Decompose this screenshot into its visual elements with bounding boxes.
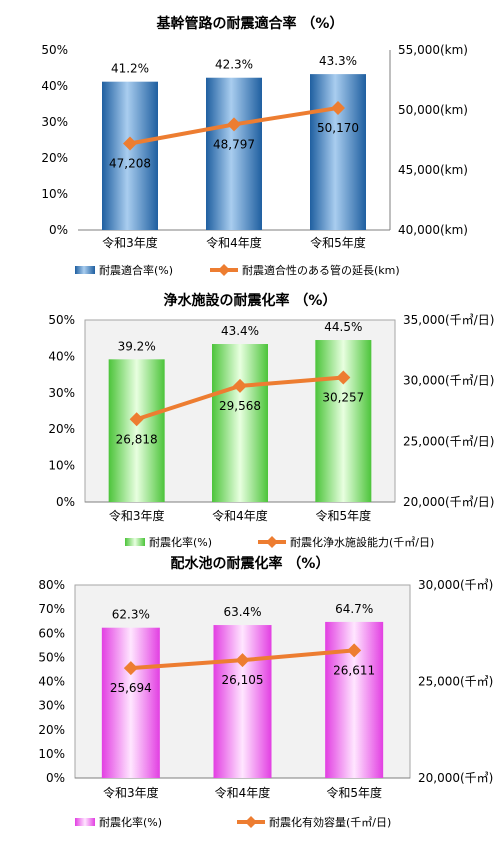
y-right-tick: 25,000(千㎥/日) — [403, 434, 494, 448]
legend-line-marker — [266, 536, 278, 548]
line-point — [227, 117, 241, 132]
bar — [212, 344, 268, 502]
bar — [206, 77, 262, 230]
category-label: 令和3年度 — [103, 785, 159, 800]
line-label: 47,208 — [109, 157, 151, 171]
y-right-tick: 30,000(千㎥) — [418, 578, 493, 592]
line-point — [123, 136, 137, 151]
bar-label: 64.7% — [335, 602, 373, 616]
bar-label: 43.4% — [221, 324, 259, 338]
legend-line-label: 耐震適合性のある管の延長(km) — [242, 263, 400, 277]
legend-line-marker — [218, 264, 230, 276]
y-left-tick: 30% — [41, 115, 68, 129]
y-left-tick: 70% — [38, 602, 65, 616]
y-left-tick: 50% — [41, 43, 68, 57]
y-right-tick: 30,000(千㎥/日) — [403, 374, 494, 388]
line-label: 29,568 — [219, 399, 261, 413]
bar — [108, 359, 165, 502]
legend-bar-swatch — [125, 538, 145, 546]
bar — [102, 81, 158, 231]
legend-bar-label: 耐震適合率(%) — [99, 263, 173, 277]
y-right-tick: 45,000(km) — [398, 163, 468, 177]
chart-2: 浄水施設の耐震化率 （%） 0% 10% 20% 30% 40% 50% 20,000(千㎥/… — [48, 292, 494, 549]
y-right-tick: 20,000(千㎥) — [418, 771, 493, 785]
line-point — [233, 378, 247, 393]
bar-label: 63.4% — [223, 605, 261, 619]
line-label: 26,105 — [222, 673, 264, 687]
line-point — [123, 661, 138, 676]
y-left-tick: 10% — [38, 747, 65, 761]
legend-line-label: 耐震化有効容量(千㎥/日) — [269, 815, 391, 829]
bar — [213, 625, 272, 778]
bar-label: 41.2% — [111, 62, 149, 76]
category-label: 令和3年度 — [109, 508, 165, 523]
category-label: 令和5年度 — [326, 785, 382, 800]
y-left-tick: 10% — [48, 459, 75, 473]
line-label: 48,797 — [213, 137, 255, 151]
line-label: 50,170 — [317, 121, 359, 135]
y-right-tick: 55,000(km) — [398, 43, 468, 57]
legend-line-marker — [245, 816, 257, 828]
chart-title: 配水池の耐震化率 （%） — [171, 555, 330, 572]
y-left-tick: 0% — [46, 771, 65, 785]
category-label: 令和4年度 — [206, 235, 262, 250]
y-left-tick: 20% — [48, 422, 75, 436]
y-left-tick: 40% — [38, 675, 65, 689]
category-label: 令和5年度 — [316, 508, 372, 523]
y-left-tick: 50% — [48, 313, 75, 327]
chart-title: 浄水施設の耐震化率 （%） — [164, 292, 337, 309]
y-right-tick: 50,000(km) — [398, 103, 468, 117]
legend: 耐震適合率(%) 耐震適合性のある管の延長(km) — [75, 263, 400, 277]
y-left-tick: 50% — [38, 650, 65, 664]
chart-title: 基幹管路の耐震適合率 （%） — [157, 15, 344, 32]
y-left-tick: 60% — [38, 626, 65, 640]
legend-bar-label: 耐震化率(%) — [149, 535, 212, 549]
y-right-tick: 25,000(千㎥) — [418, 675, 493, 689]
line-label: 30,257 — [322, 391, 364, 405]
legend-line-label: 耐震化浄水施設能力(千㎥/日) — [290, 535, 434, 549]
line-point — [336, 370, 351, 385]
bar-label: 42.3% — [215, 58, 253, 72]
line-label: 25,694 — [110, 681, 152, 695]
category-label: 令和4年度 — [212, 508, 268, 523]
y-right-tick: 20,000(千㎥/日) — [403, 495, 494, 509]
bar — [101, 627, 160, 778]
line-point — [331, 100, 345, 115]
bar-label: 39.2% — [118, 339, 156, 353]
y-left-tick: 20% — [41, 151, 68, 165]
y-right-tick: 35,000(千㎥/日) — [403, 313, 494, 327]
legend-bar-swatch — [75, 266, 95, 274]
y-left-tick: 40% — [48, 349, 75, 363]
line-label: 26,611 — [333, 663, 375, 677]
bar-label: 44.5% — [324, 320, 362, 334]
y-left-tick: 0% — [56, 495, 75, 509]
legend-bar-label: 耐震化率(%) — [99, 815, 162, 829]
category-label: 令和5年度 — [310, 235, 366, 250]
legend: 耐震化率(%) 耐震化有効容量(千㎥/日) — [75, 815, 391, 829]
line-label: 26,818 — [116, 432, 158, 446]
category-label: 令和4年度 — [215, 785, 271, 800]
y-left-tick: 80% — [38, 578, 65, 592]
category-label: 令和3年度 — [102, 235, 158, 250]
line-point — [347, 643, 362, 658]
line-point — [129, 412, 144, 427]
bar-label: 43.3% — [319, 54, 357, 68]
y-left-tick: 10% — [41, 187, 68, 201]
bar — [315, 340, 372, 502]
legend-bar-swatch — [75, 818, 95, 826]
y-left-tick: 30% — [48, 386, 75, 400]
bar — [310, 74, 366, 231]
y-left-tick: 0% — [49, 223, 68, 237]
chart-3: 配水池の耐震化率 （%） 0% 10% 20% 30% 40% 50% 60% 70% 80% 20… — [38, 555, 493, 829]
y-right-tick: 40,000(km) — [398, 223, 468, 237]
line-point — [235, 653, 250, 668]
bar-label: 62.3% — [112, 608, 150, 622]
chart-1: 基幹管路の耐震適合率 （%） 0% 10% 20% 30% 40% 50% 40,000(km… — [41, 15, 468, 277]
y-left-tick: 20% — [38, 723, 65, 737]
y-left-tick: 40% — [41, 79, 68, 93]
y-left-tick: 30% — [38, 699, 65, 713]
legend: 耐震化率(%) 耐震化浄水施設能力(千㎥/日) — [125, 535, 434, 549]
